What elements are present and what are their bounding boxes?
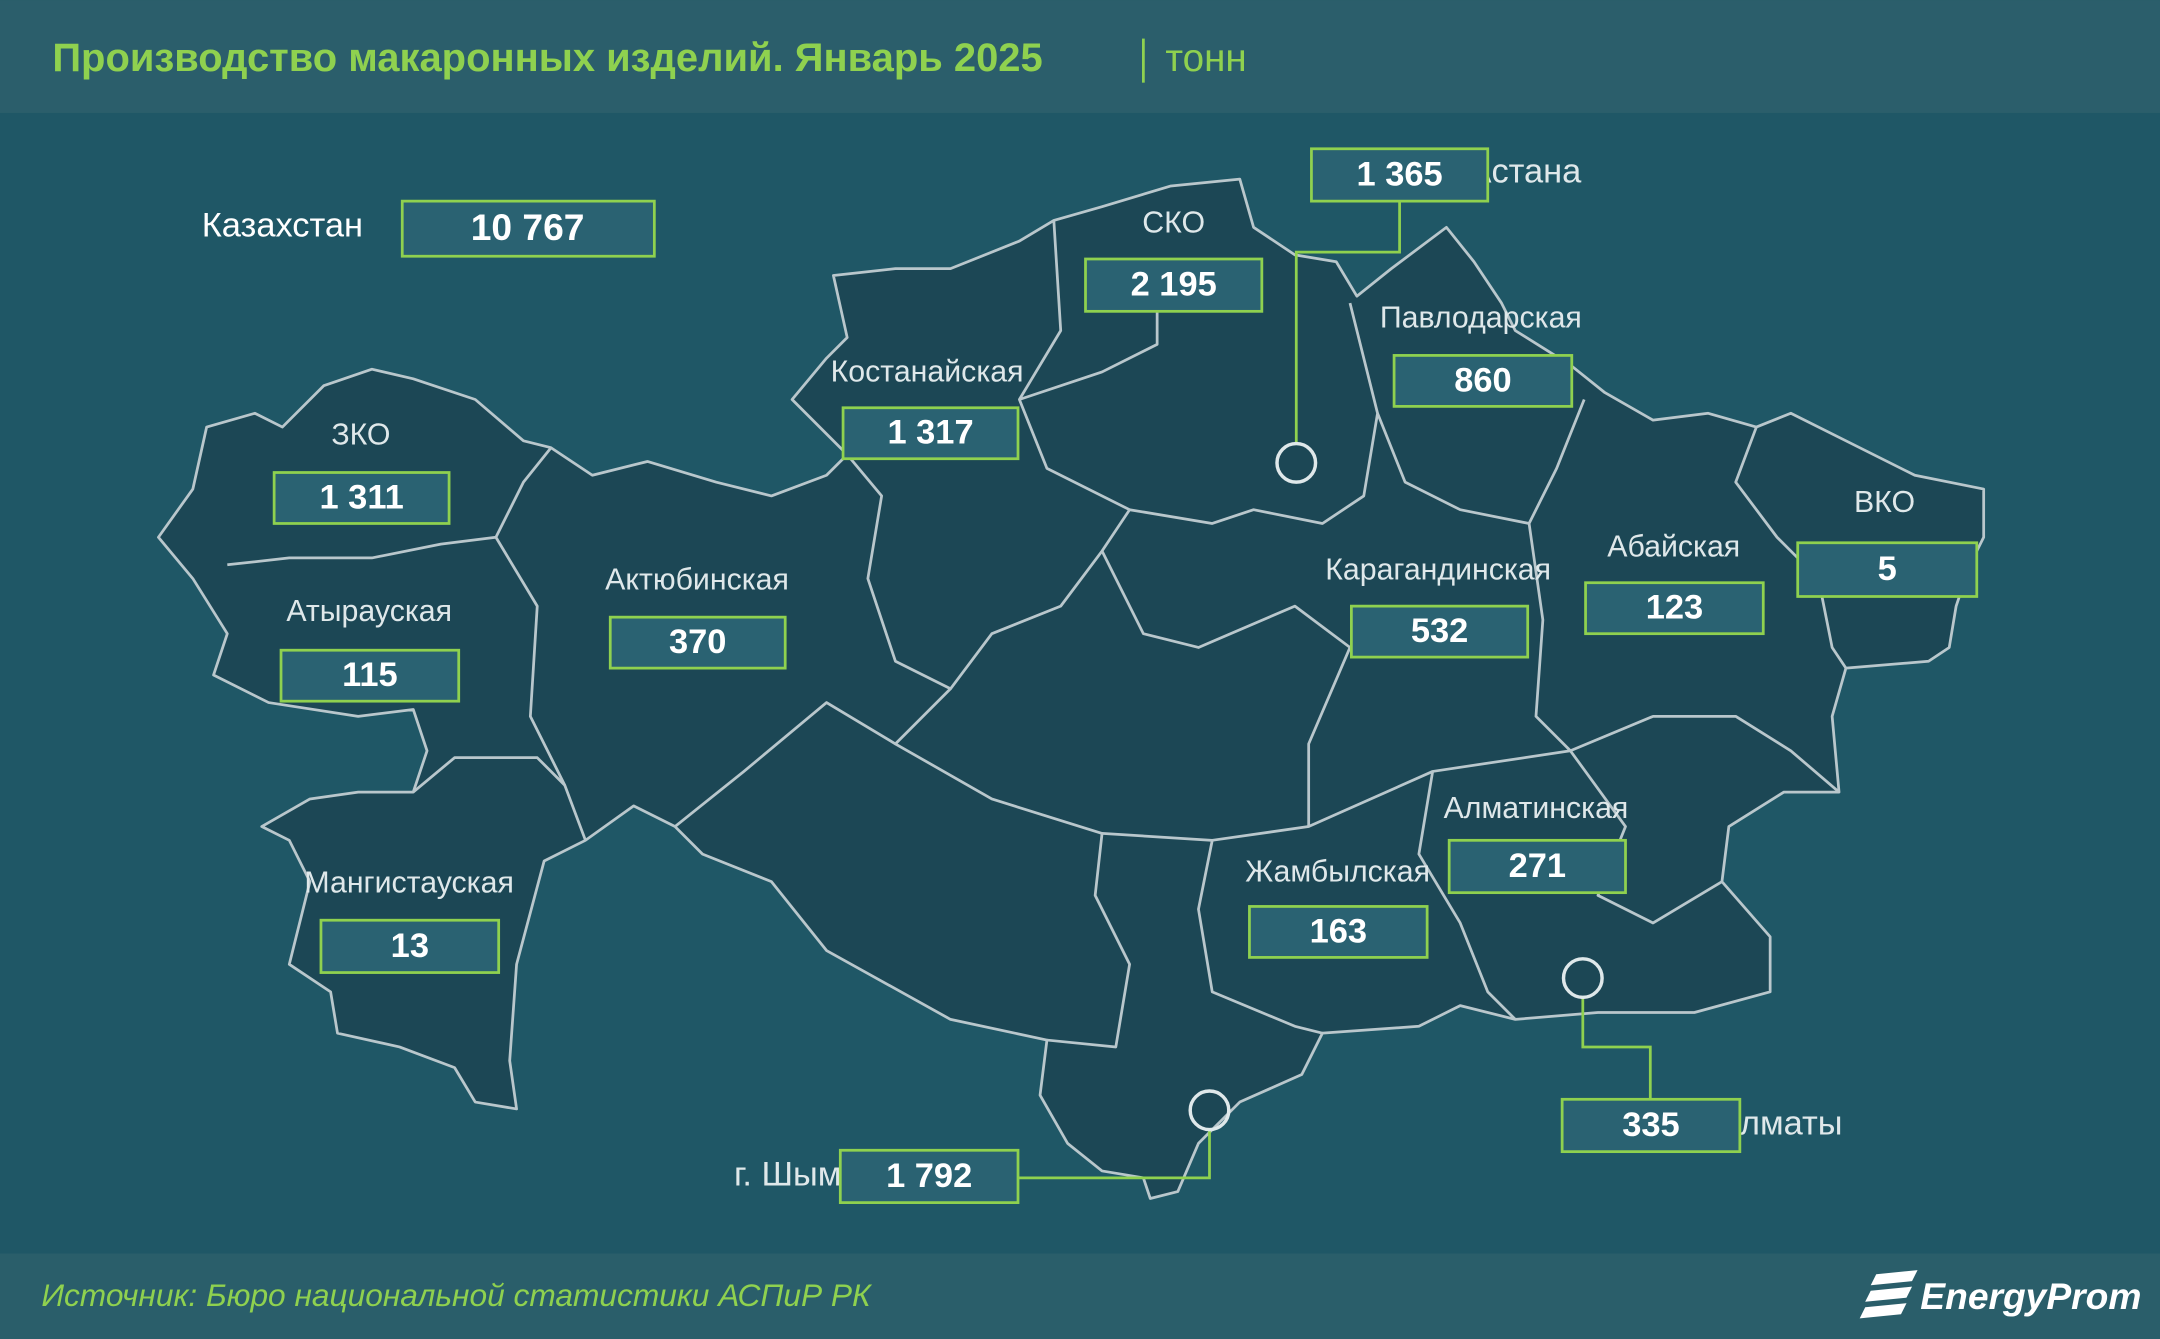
logo-mark xyxy=(1859,1270,1918,1319)
region-label: Жамбылская xyxy=(1245,855,1430,888)
region-value: 1 311 xyxy=(319,478,403,516)
region-value: 271 xyxy=(1509,847,1566,885)
region-value: 1 792 xyxy=(886,1157,972,1195)
value-box xyxy=(838,1148,1020,1204)
region-label: Абайская xyxy=(1607,530,1740,563)
region-label: ЗКО xyxy=(331,419,390,452)
value-box xyxy=(1796,541,1979,598)
region-label: Карагандинская xyxy=(1325,554,1551,587)
region-value: 335 xyxy=(1622,1106,1679,1144)
region-value: 2 195 xyxy=(1131,266,1217,304)
footer-band xyxy=(0,1253,2160,1339)
total-box xyxy=(400,199,656,258)
region-value: 123 xyxy=(1646,589,1703,627)
region-borders xyxy=(227,220,1848,1049)
value-box xyxy=(841,406,1020,461)
value-box xyxy=(279,648,461,703)
value-box xyxy=(1560,1097,1742,1154)
region-value: 532 xyxy=(1411,612,1468,650)
city-markers xyxy=(1188,441,1604,1132)
region-value: 5 xyxy=(1878,550,1897,588)
value-box xyxy=(1084,257,1264,313)
region-label: ВКО xyxy=(1854,486,1915,519)
region-value: 1 365 xyxy=(1357,155,1443,193)
region-value: 115 xyxy=(342,656,398,694)
region-label: Атырауская xyxy=(286,595,452,628)
region-label: Павлодарская xyxy=(1380,302,1582,335)
region-label: Актюбинская xyxy=(605,563,789,596)
value-box xyxy=(272,471,451,525)
value-box xyxy=(608,615,787,670)
region-label: Костанайская xyxy=(831,355,1024,388)
region-value: 370 xyxy=(669,623,726,661)
logo: EnergyProm xyxy=(1920,1275,2141,1317)
value-box xyxy=(1350,604,1530,659)
total-label: Казахстан xyxy=(202,206,363,244)
value-box xyxy=(1248,905,1429,959)
value-box xyxy=(1310,147,1490,203)
region-label: СКО xyxy=(1142,207,1205,240)
value-box xyxy=(319,918,501,974)
total-value: 10 767 xyxy=(471,206,585,248)
value-box xyxy=(1392,354,1574,408)
region-label: Алматинская xyxy=(1444,792,1629,825)
region-value: 1 317 xyxy=(887,414,973,452)
country-outline xyxy=(157,177,1986,1200)
region-value: 163 xyxy=(1310,912,1367,950)
title: Производство макаронных изделий. Январь … xyxy=(52,36,1042,80)
region-label: Мангистауская xyxy=(304,866,513,899)
region-value: 13 xyxy=(391,927,429,965)
region-value: 860 xyxy=(1454,361,1511,399)
header-band xyxy=(0,0,2160,113)
connectors xyxy=(1018,201,1652,1180)
value-box xyxy=(1447,838,1627,895)
value-box xyxy=(1584,581,1765,636)
source: Источник: Бюро национальной статистики А… xyxy=(41,1277,873,1313)
unit: тонн xyxy=(1165,37,1246,80)
